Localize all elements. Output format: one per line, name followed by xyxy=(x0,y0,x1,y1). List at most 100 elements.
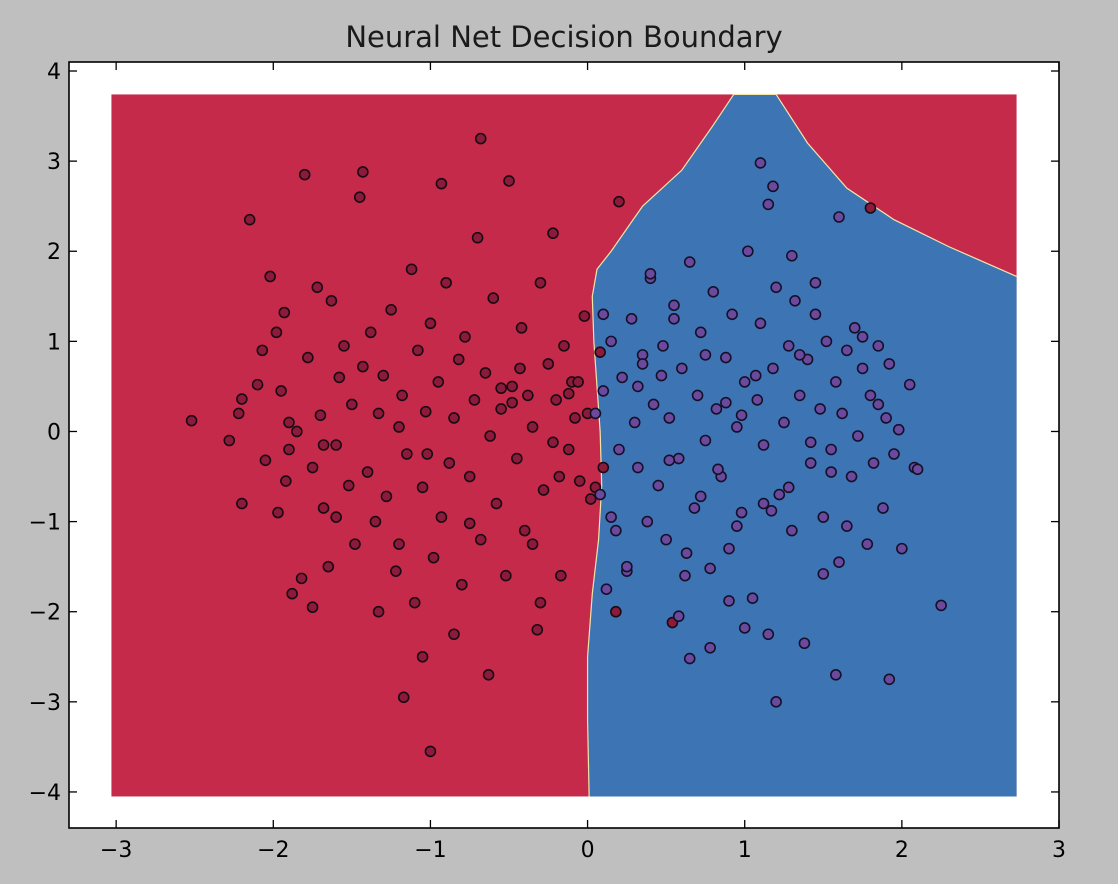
data-point xyxy=(600,583,613,595)
data-point xyxy=(522,389,534,402)
data-point xyxy=(814,403,826,415)
data-point xyxy=(877,502,889,514)
data-point xyxy=(867,457,880,469)
data-point xyxy=(372,605,385,618)
data-point xyxy=(573,475,586,487)
data-point xyxy=(789,295,801,307)
data-point xyxy=(817,511,830,523)
data-point xyxy=(306,461,319,474)
data-point xyxy=(589,407,602,420)
data-point xyxy=(401,448,413,460)
data-point xyxy=(767,180,779,193)
data-point xyxy=(286,587,298,600)
data-point xyxy=(291,425,303,438)
data-point xyxy=(500,569,512,582)
data-point xyxy=(845,470,858,483)
data-point xyxy=(621,560,633,573)
data-point xyxy=(880,412,892,424)
data-point xyxy=(668,299,680,312)
data-point xyxy=(380,490,393,503)
data-point xyxy=(896,542,908,555)
data-point xyxy=(459,331,471,343)
data-point xyxy=(468,394,481,406)
data-point xyxy=(872,398,885,411)
data-point xyxy=(632,380,644,393)
data-point xyxy=(699,349,712,361)
data-point xyxy=(448,412,460,424)
y-tick-label: −1 xyxy=(29,511,61,536)
data-point xyxy=(416,650,429,663)
data-point xyxy=(311,281,324,294)
data-point xyxy=(833,556,845,568)
data-point xyxy=(506,380,518,393)
data-point xyxy=(562,443,575,456)
data-point xyxy=(427,551,440,564)
plot-area-frame xyxy=(68,61,1060,829)
data-point xyxy=(372,407,385,420)
data-point xyxy=(325,295,338,307)
data-point xyxy=(765,504,778,517)
data-point xyxy=(333,371,346,384)
y-tick-label: 3 xyxy=(47,150,61,175)
data-point xyxy=(393,421,405,433)
data-point xyxy=(610,605,622,618)
data-point xyxy=(833,211,845,223)
data-point xyxy=(830,376,842,388)
data-point xyxy=(463,470,476,483)
data-point xyxy=(883,673,896,686)
x-axis: −3 −2 −1 0 1 2 3 xyxy=(100,62,1066,863)
data-point xyxy=(641,515,654,528)
data-point xyxy=(503,175,515,187)
data-point xyxy=(773,488,786,501)
data-point xyxy=(672,452,685,465)
data-point xyxy=(482,668,495,681)
data-point xyxy=(357,166,369,178)
y-axis: −4 −3 −2 −1 0 1 2 3 4 xyxy=(29,60,1059,806)
data-point xyxy=(770,696,782,708)
data-point xyxy=(353,191,366,203)
data-point xyxy=(270,326,283,339)
data-point xyxy=(704,562,716,575)
data-point xyxy=(710,403,723,415)
data-point xyxy=(647,398,660,411)
data-point xyxy=(534,596,547,609)
data-point xyxy=(185,414,198,427)
data-point xyxy=(707,285,720,298)
data-point xyxy=(526,538,539,550)
data-point xyxy=(628,416,641,429)
data-point xyxy=(762,628,775,641)
data-point xyxy=(393,538,405,550)
y-tick-label: 1 xyxy=(47,330,61,355)
data-point xyxy=(569,412,581,424)
data-point xyxy=(809,308,822,321)
data-point xyxy=(672,610,685,623)
data-point xyxy=(597,461,610,474)
data-point xyxy=(578,310,591,322)
data-point xyxy=(264,270,276,283)
data-point xyxy=(547,436,559,449)
data-point xyxy=(726,308,738,321)
data-point xyxy=(424,745,437,758)
data-point xyxy=(804,457,817,469)
x-tick-label: −1 xyxy=(414,838,446,863)
data-point xyxy=(424,317,437,330)
data-point xyxy=(562,387,575,400)
data-point xyxy=(572,376,584,388)
data-point xyxy=(515,322,528,334)
chart-title: Neural Net Decision Boundary xyxy=(345,20,782,54)
data-point xyxy=(888,448,900,460)
data-point xyxy=(892,423,905,436)
data-point xyxy=(720,351,732,364)
data-point xyxy=(903,378,916,391)
data-point xyxy=(605,335,617,348)
data-point xyxy=(679,569,691,582)
data-point xyxy=(644,267,657,280)
data-point xyxy=(416,481,429,494)
data-point xyxy=(720,396,732,409)
data-point xyxy=(616,371,628,384)
data-point xyxy=(809,276,822,289)
data-point xyxy=(357,360,369,373)
data-point xyxy=(298,168,311,181)
data-point xyxy=(553,470,566,483)
